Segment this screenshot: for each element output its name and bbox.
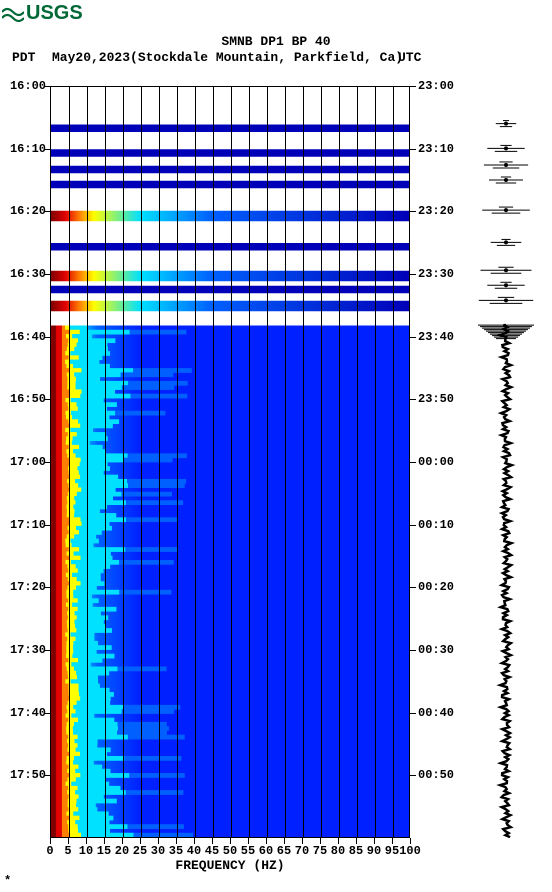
y-label-left: 17:50 [10, 768, 46, 782]
x-tick-label: 35 [169, 844, 183, 858]
y-label-left: 16:00 [10, 79, 46, 93]
x-tick-label: 25 [133, 844, 147, 858]
gridline-v [123, 87, 124, 837]
y-label-right: 23:20 [418, 204, 454, 218]
spectrogram-plot [50, 86, 410, 838]
y-label-right: 00:40 [418, 706, 454, 720]
y-label-left: 17:10 [10, 518, 46, 532]
usgs-logo: USGS [2, 2, 83, 25]
timezone-left: PDT [12, 50, 35, 65]
gridline-v [87, 87, 88, 837]
y-label-left: 16:40 [10, 330, 46, 344]
gridline-v [321, 87, 322, 837]
x-tick-label: 10 [79, 844, 93, 858]
y-tick-right [410, 587, 416, 588]
x-tick-label: 95 [385, 844, 399, 858]
x-tick-label: 45 [205, 844, 219, 858]
y-label-left: 17:30 [10, 643, 46, 657]
logo-text: USGS [26, 2, 83, 25]
x-tick-label: 80 [331, 844, 345, 858]
y-tick-right [410, 211, 416, 212]
gridline-v [303, 87, 304, 837]
chart-title: SMNB DP1 BP 40 [0, 34, 552, 49]
gridline-v [177, 87, 178, 837]
seismogram-canvas [470, 86, 542, 838]
y-tick-right [410, 650, 416, 651]
gridline-v [105, 87, 106, 837]
gridline-v [213, 87, 214, 837]
x-tick-label: 20 [115, 844, 129, 858]
x-tick-label: 55 [241, 844, 255, 858]
gridline-v [393, 87, 394, 837]
x-tick-label: 0 [46, 844, 53, 858]
y-label-right: 23:30 [418, 267, 454, 281]
y-label-left: 16:50 [10, 392, 46, 406]
x-tick-label: 90 [367, 844, 381, 858]
y-tick-right [410, 713, 416, 714]
gridline-v [375, 87, 376, 837]
x-tick-label: 40 [187, 844, 201, 858]
x-tick-label: 50 [223, 844, 237, 858]
wave-icon [2, 6, 24, 22]
y-label-left: 16:20 [10, 204, 46, 218]
x-tick-label: 100 [399, 844, 421, 858]
y-label-right: 00:00 [418, 455, 454, 469]
y-tick-right [410, 86, 416, 87]
footer-mark: * [4, 874, 11, 888]
x-tick-label: 75 [313, 844, 327, 858]
y-label-right: 00:50 [418, 768, 454, 782]
y-tick-right [410, 775, 416, 776]
gridline-v [339, 87, 340, 837]
gridline-v [159, 87, 160, 837]
gridline-v [249, 87, 250, 837]
x-tick-label: 85 [349, 844, 363, 858]
y-label-right: 23:40 [418, 330, 454, 344]
gridline-v [267, 87, 268, 837]
date-location: May20,2023(Stockdale Mountain, Parkfield… [52, 50, 403, 65]
y-tick-right [410, 399, 416, 400]
y-label-right: 00:30 [418, 643, 454, 657]
gridline-v [195, 87, 196, 837]
y-label-right: 23:10 [418, 142, 454, 156]
y-label-left: 16:30 [10, 267, 46, 281]
gridline-v [69, 87, 70, 837]
y-label-left: 16:10 [10, 142, 46, 156]
x-tick-label: 70 [295, 844, 309, 858]
y-label-left: 17:00 [10, 455, 46, 469]
x-tick-label: 60 [259, 844, 273, 858]
x-tick-label: 65 [277, 844, 291, 858]
y-label-left: 17:20 [10, 580, 46, 594]
x-tick-label: 15 [97, 844, 111, 858]
x-tick-label: 30 [151, 844, 165, 858]
y-label-right: 00:20 [418, 580, 454, 594]
seismogram-panel [470, 86, 542, 838]
gridline-v [141, 87, 142, 837]
gridline-v [231, 87, 232, 837]
x-tick-label: 5 [64, 844, 71, 858]
y-tick-right [410, 525, 416, 526]
x-axis-title: FREQUENCY (HZ) [50, 858, 410, 873]
timezone-right: UTC [398, 50, 421, 65]
y-label-right: 00:10 [418, 518, 454, 532]
y-tick-right [410, 337, 416, 338]
gridline-v [285, 87, 286, 837]
gridline-v [357, 87, 358, 837]
y-tick-right [410, 149, 416, 150]
y-label-left: 17:40 [10, 706, 46, 720]
y-tick-right [410, 274, 416, 275]
y-tick-right [410, 462, 416, 463]
y-label-right: 23:50 [418, 392, 454, 406]
y-label-right: 23:00 [418, 79, 454, 93]
